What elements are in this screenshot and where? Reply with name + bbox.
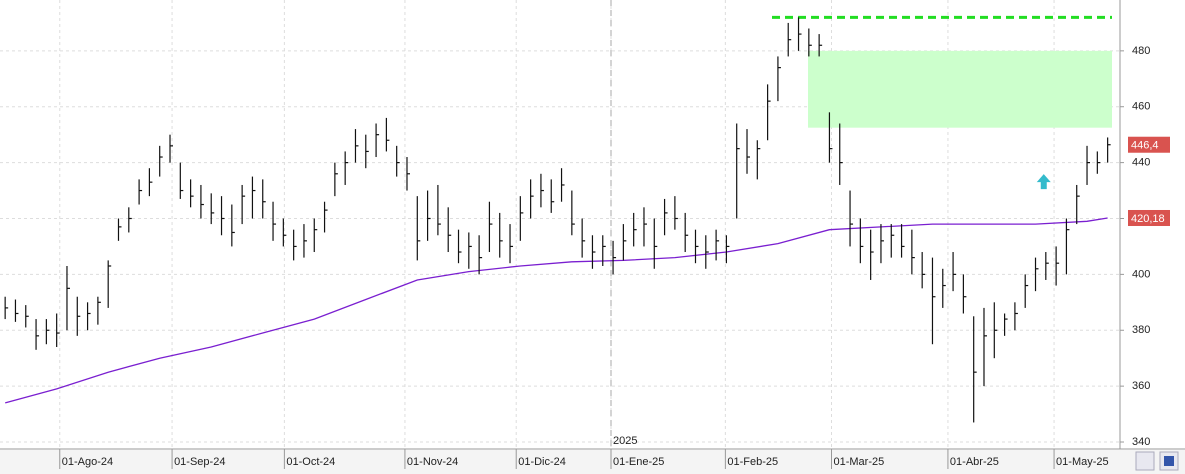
x-tick-label: 01-May-25 — [1056, 456, 1109, 468]
x-axis-band — [0, 450, 1185, 474]
y-tick-label: 400 — [1132, 268, 1150, 280]
x-tick-label: 01-Dic-24 — [518, 456, 566, 468]
x-tick-label: 01-Ago-24 — [62, 456, 113, 468]
y-tick-label: 480 — [1132, 45, 1150, 57]
x-tick-label: 01-Feb-25 — [727, 456, 778, 468]
y-tick-label: 360 — [1132, 380, 1150, 392]
save-icon — [1164, 456, 1174, 466]
x-tick-label: 01-Ene-25 — [613, 456, 664, 468]
moving-average — [5, 217, 1108, 404]
y-tick-label: 460 — [1132, 101, 1150, 113]
x-tick-label: 01-Abr-25 — [950, 456, 999, 468]
y-tick-label: 340 — [1132, 436, 1150, 448]
x-tick-label: 01-Oct-24 — [286, 456, 335, 468]
x-tick-label: 01-Mar-25 — [833, 456, 884, 468]
x-tick-label: 01-Sep-24 — [174, 456, 225, 468]
signal-arrow — [1036, 174, 1051, 190]
y-tick-label: 380 — [1132, 324, 1150, 336]
last-value-box — [1128, 136, 1170, 153]
y-tick-label: 440 — [1132, 157, 1150, 169]
last-value-label: 420,18 — [1131, 213, 1165, 225]
axis-button[interactable] — [1135, 451, 1155, 471]
x-tick-label: 01-Nov-24 — [407, 456, 458, 468]
last-value-box — [1128, 209, 1170, 226]
last-value-label: 446,4 — [1131, 140, 1159, 152]
year-label: 2025 — [613, 435, 637, 447]
target-zone — [808, 50, 1112, 128]
